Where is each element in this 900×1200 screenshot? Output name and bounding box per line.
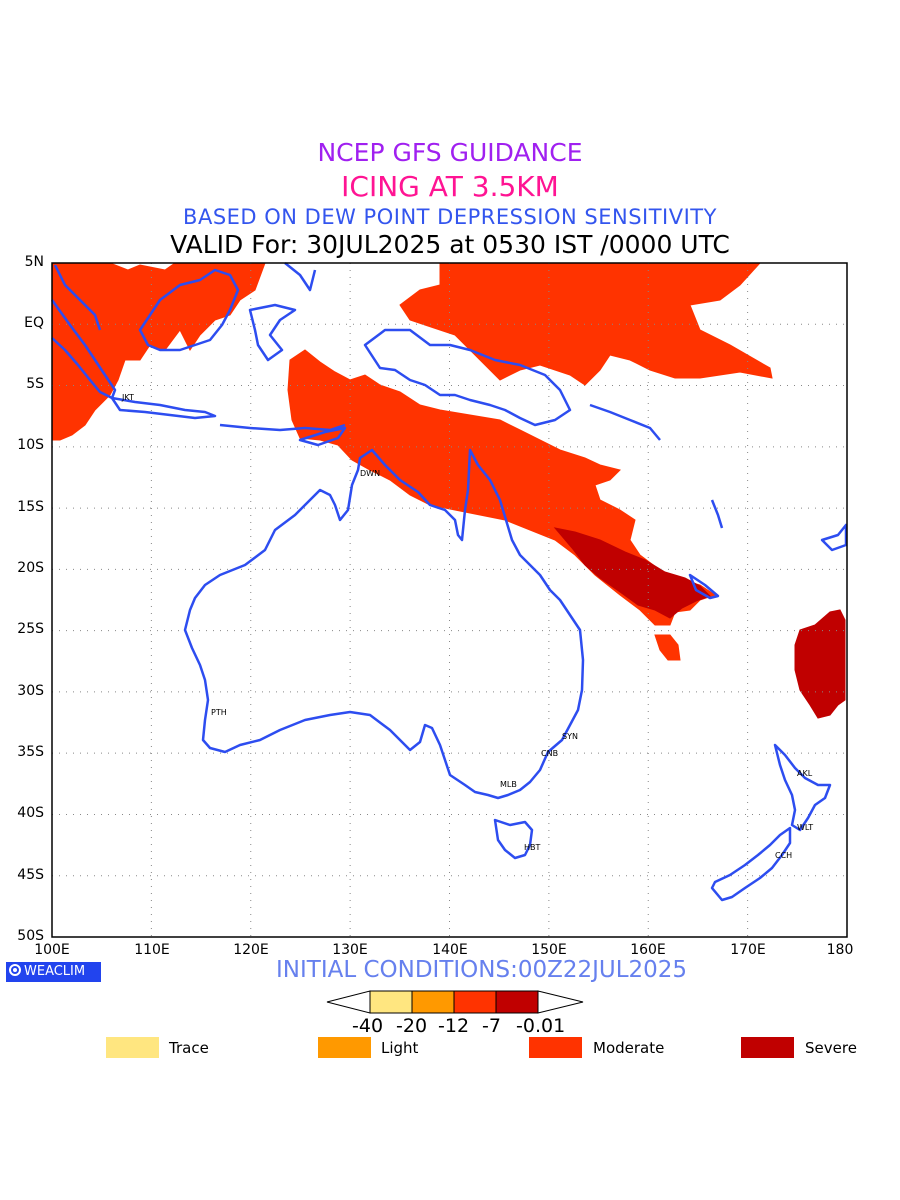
fiji-coastline — [820, 523, 848, 552]
borneo-coastline — [138, 268, 240, 352]
legend-label-moderate: Moderate — [593, 1039, 665, 1057]
title-line-2: ICING AT 3.5KM — [341, 170, 559, 203]
legend-label-severe: Severe — [805, 1039, 857, 1057]
timor-coastline — [298, 426, 347, 447]
title-line-3: BASED ON DEW POINT DEPRESSION SENSITIVIT… — [183, 205, 717, 229]
colorbar-right-arrow — [537, 990, 584, 1014]
lat-label: 5N — [24, 254, 44, 270]
weaclim-logo: WEACLIM — [6, 962, 101, 982]
sulawesi-coastline — [248, 303, 297, 362]
new-zealand-north-island — [773, 743, 832, 832]
lon-label: 130E — [332, 942, 368, 958]
weaclim-brand: WEACLIM — [24, 964, 86, 979]
icing-moderate-area — [399, 262, 773, 386]
icing-moderate-area — [654, 634, 681, 661]
philippines-coastline — [284, 262, 317, 292]
title-line-1: NCEP GFS GUIDANCE — [317, 138, 583, 167]
coastlines — [50, 262, 848, 902]
malay-peninsula-coastline — [53, 264, 102, 331]
lat-label: 30S — [17, 683, 44, 699]
lesser-sunda-coastline — [219, 423, 346, 432]
java-coastline — [110, 396, 217, 420]
lat-label: 5S — [26, 376, 44, 392]
initial-conditions: INITIAL CONDITIONS:00Z22JUL2025 — [276, 957, 688, 983]
map-frame — [51, 262, 848, 938]
station-label: WLT — [797, 823, 814, 832]
lat-label: 35S — [17, 744, 44, 760]
lon-label: 160E — [630, 942, 666, 958]
colorbar — [326, 990, 584, 1014]
vanuatu-coastline — [710, 499, 724, 529]
new-caledonia-coastline — [688, 573, 720, 600]
lat-label: 50S — [17, 928, 44, 944]
copyright-icon — [9, 964, 21, 976]
tasmania-coastline — [493, 818, 534, 860]
station-label: HBT — [524, 843, 541, 852]
valid-time: VALID For: 30JUL2025 at 0530 IST /0000 U… — [170, 230, 730, 259]
legend-swatch-severe — [741, 1037, 794, 1058]
lat-label: 45S — [17, 867, 44, 883]
lon-label: 180 — [826, 942, 854, 958]
lon-label: 100E — [34, 942, 70, 958]
colorbar-tick: -0.01 — [516, 1015, 566, 1037]
station-label: MLB — [500, 780, 517, 789]
colorbar-tick: -20 — [396, 1015, 428, 1037]
new-guinea-coastline — [363, 328, 572, 427]
colorbar-left-arrow — [326, 990, 371, 1014]
colorbar-swatch-severe — [495, 990, 539, 1014]
colorbar-swatch-moderate — [453, 990, 497, 1014]
lat-label: 40S — [17, 805, 44, 821]
lon-label: 170E — [730, 942, 766, 958]
colorbar-tick: -40 — [352, 1015, 384, 1037]
lat-label: 15S — [17, 499, 44, 515]
station-label: SYN — [562, 732, 578, 741]
station-label: JKT — [122, 393, 134, 402]
lon-label: 110E — [134, 942, 170, 958]
icing-fields — [51, 262, 846, 719]
icing-severe-area — [553, 527, 711, 619]
australia-coastline — [183, 448, 585, 800]
lon-label: 140E — [432, 942, 468, 958]
colorbar-swatch-light — [411, 990, 455, 1014]
solomon-islands-coastline — [589, 403, 661, 441]
new-zealand-south-island — [710, 826, 792, 902]
legend-swatch-moderate — [529, 1037, 582, 1058]
sumatra-coastline — [50, 299, 117, 400]
station-label: CCH — [775, 851, 793, 860]
station-label: AKL — [797, 769, 813, 778]
icing-severe-area — [794, 609, 846, 719]
lat-label: EQ — [24, 315, 44, 331]
lon-label: 120E — [233, 942, 269, 958]
legend-label-light: Light — [381, 1039, 419, 1057]
station-label: DWN — [360, 469, 381, 478]
station-label: PTH — [211, 708, 227, 717]
graticule — [52, 263, 847, 937]
colorbar-swatch-trace — [369, 990, 413, 1014]
station-label: CNB — [541, 749, 559, 758]
lon-label: 150E — [531, 942, 567, 958]
legend-swatch-light — [318, 1037, 371, 1058]
legend-label-trace: Trace — [169, 1039, 209, 1057]
colorbar-tick: -7 — [482, 1015, 501, 1037]
legend-swatch-trace — [106, 1037, 159, 1058]
lat-label: 25S — [17, 621, 44, 637]
lat-label: 10S — [17, 437, 44, 453]
colorbar-tick: -12 — [438, 1015, 470, 1037]
lat-label: 20S — [17, 560, 44, 576]
